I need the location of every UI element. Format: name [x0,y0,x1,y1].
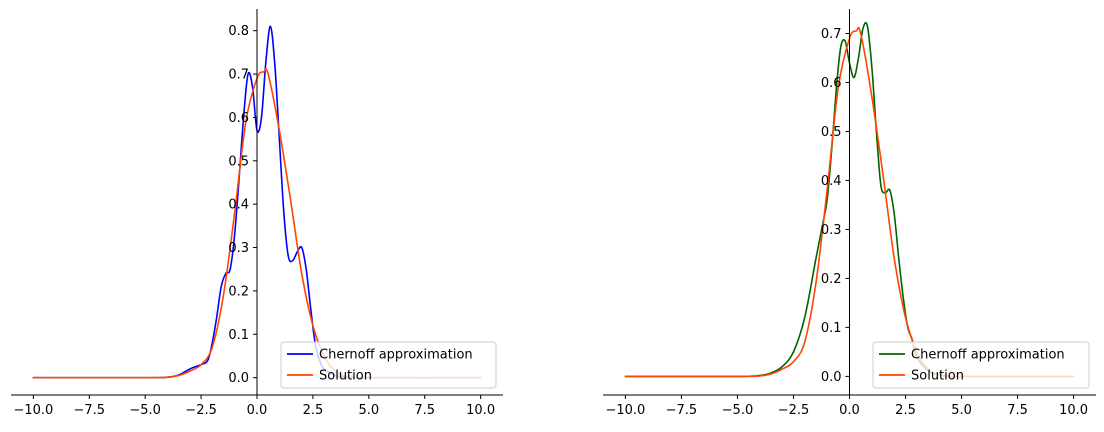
legend-label: Solution [911,369,964,384]
x-tick-label: 0.0 [839,403,860,418]
x-tick-label: −10.0 [605,403,645,418]
x-tick-label: 5.0 [951,403,972,418]
y-tick-label: 0.6 [228,111,249,126]
y-tick-label: 0.5 [821,125,842,140]
x-tick-label: −7.5 [666,403,698,418]
y-tick-label: 0.3 [821,223,842,238]
x-tick-label: 2.5 [895,403,916,418]
legend-box [280,341,497,389]
y-tick-label: 0.7 [821,27,842,42]
x-tick-label: −5.0 [722,403,754,418]
y-tick-label: 0.2 [228,284,249,299]
x-tick-label: −5.0 [129,403,161,418]
legend-box [872,341,1090,389]
x-tick-label: 0.0 [247,403,268,418]
x-tick-label: 7.5 [1007,403,1028,418]
y-tick-label: 0.5 [228,154,249,169]
y-tick-label: 0.4 [228,198,249,213]
x-tick-label: 10.0 [1059,403,1088,418]
x-tick-label: −7.5 [73,403,105,418]
x-tick-label: 2.5 [303,403,324,418]
y-tick-label: 0.1 [228,328,249,343]
x-tick-label: 5.0 [358,403,379,418]
chart-panel-2: −10.0 −7.5 −5.0 −2.5 0.0 2.5 5.0 7.5 10.0 0.0 0.1 0… [603,9,1096,418]
y-tick-label: 0.4 [821,174,842,189]
x-tick-label: 10.0 [466,403,495,418]
x-tick-label: −2.5 [778,403,810,418]
y-tick-label: 0.3 [228,241,249,256]
x-tick-label: −2.5 [185,403,217,418]
y-tick-label: 0.0 [821,370,842,385]
legend: Chernoff approximation Solution [872,341,1090,389]
y-tick-label: 0.0 [228,371,249,386]
legend-label: Chernoff approximation [911,348,1065,363]
x-tick-label: 7.5 [414,403,435,418]
y-tick-label: 0.7 [228,68,249,83]
legend-label: Solution [319,369,372,384]
y-tick-label: 0.6 [821,76,842,91]
y-tick-label: 0.1 [821,321,842,336]
x-tick-label: −10.0 [13,403,53,418]
y-tick-label: 0.2 [821,272,842,287]
legend: Chernoff approximation Solution [280,341,497,389]
y-tick-label: 0.8 [228,24,249,39]
legend-label: Chernoff approximation [319,348,473,363]
chart-panel-1: −10.0 −7.5 −5.0 −2.5 0.0 2.5 5.0 7.5 10.0 0.0 0.1 0… [11,9,503,418]
